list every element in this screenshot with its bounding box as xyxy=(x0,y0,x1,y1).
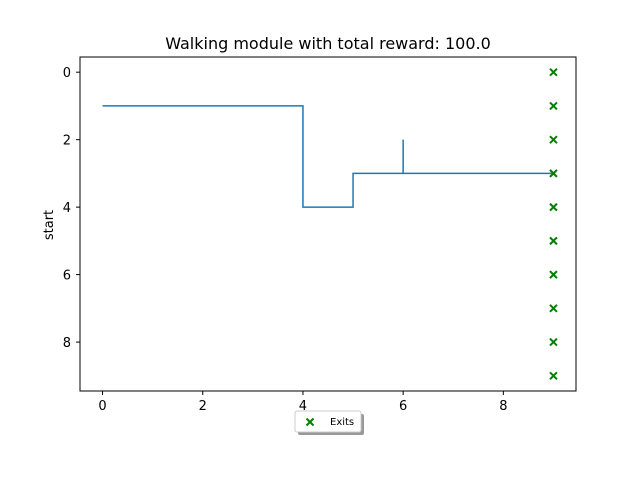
y-tick-label: 8 xyxy=(63,336,71,351)
exit-marker xyxy=(549,371,558,381)
exit-marker xyxy=(549,101,558,111)
legend-box xyxy=(294,410,362,433)
exit-marker xyxy=(549,270,558,279)
exit-marker xyxy=(549,304,558,313)
y-tick-label: 0 xyxy=(63,66,71,81)
legend-label-exits: Exits xyxy=(330,417,354,428)
exit-marker xyxy=(549,236,558,246)
y-axis-label: start xyxy=(42,210,57,240)
x-tick-label: 4 xyxy=(299,399,307,414)
exit-marker xyxy=(549,169,558,178)
x-tick-label: 0 xyxy=(98,399,106,414)
legend: Exits xyxy=(294,410,364,435)
legend-marker-exits xyxy=(305,417,315,427)
axes: 0 2 4 6 8 0 2 4 6 8 xyxy=(63,66,508,414)
exit-marker xyxy=(549,135,558,144)
series-line xyxy=(102,105,554,208)
y-tick-label: 6 xyxy=(63,269,71,284)
plot-area xyxy=(102,67,558,381)
exit-marker xyxy=(549,67,558,77)
x-tick-label: 8 xyxy=(499,399,507,414)
x-tick-label: 2 xyxy=(199,399,207,414)
exit-marker xyxy=(549,202,558,212)
exit-marker xyxy=(549,337,558,347)
chart-title: Walking module with total reward: 100.0 xyxy=(165,34,491,53)
x-tick-label: 6 xyxy=(399,399,407,414)
y-tick-label: 4 xyxy=(63,201,71,216)
plot-frame xyxy=(79,56,577,392)
y-tick-label: 2 xyxy=(63,134,71,149)
